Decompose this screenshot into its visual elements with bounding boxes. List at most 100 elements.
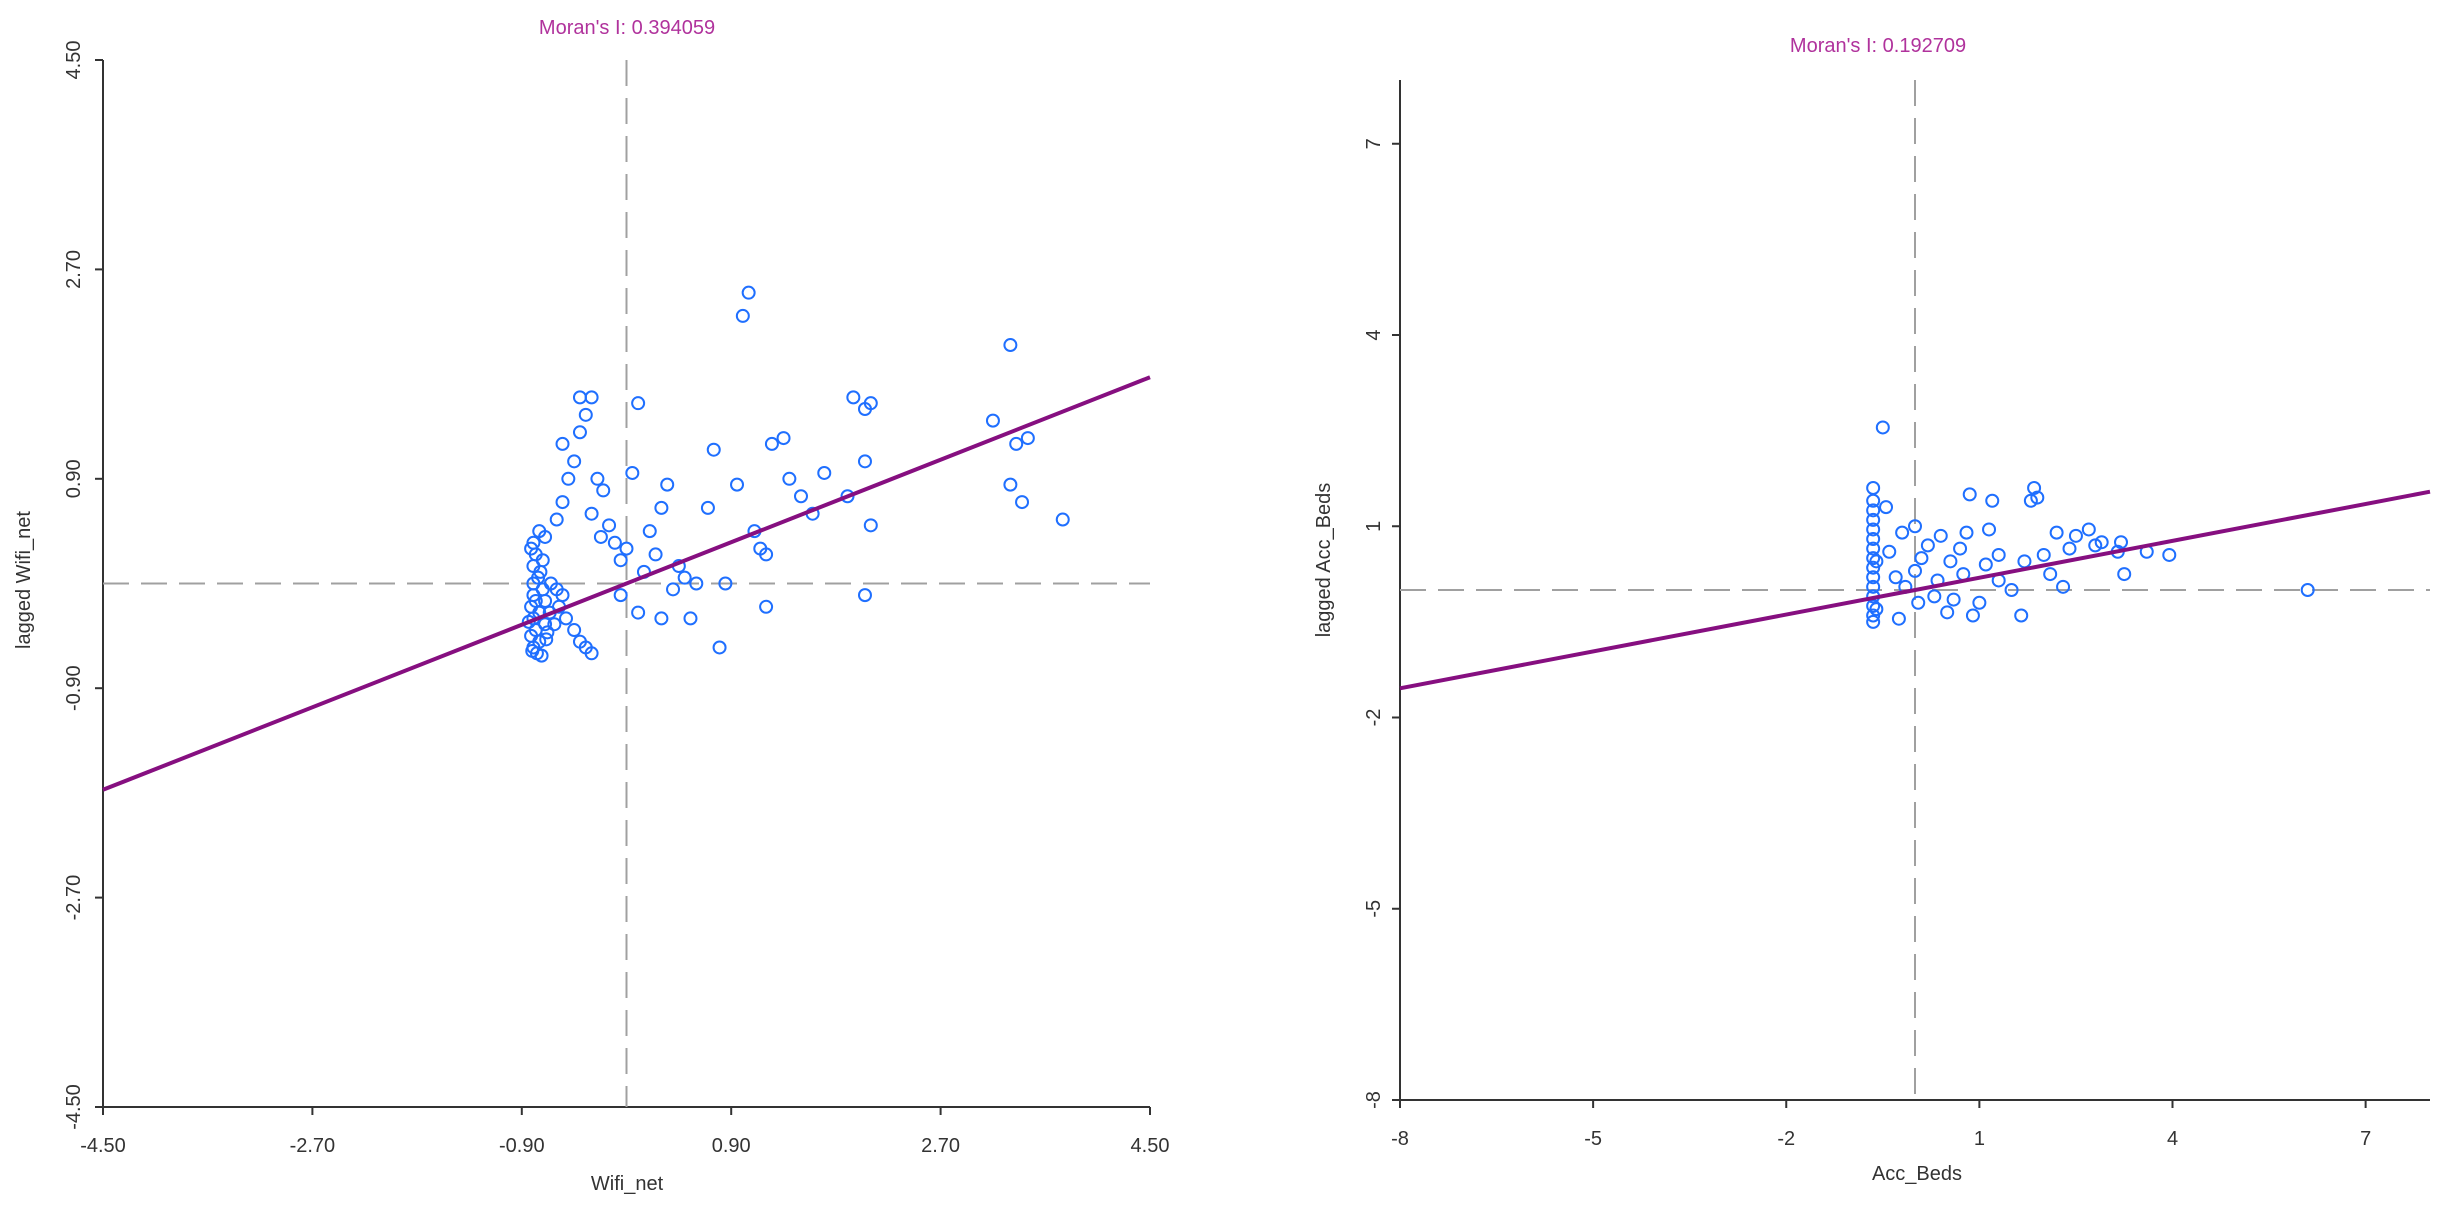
data-point xyxy=(555,495,570,510)
x-tick-label: 1 xyxy=(1974,1128,1985,1150)
data-point xyxy=(1866,503,1881,518)
data-point xyxy=(619,541,634,556)
data-point xyxy=(1978,557,1993,572)
x-axis-title: Wifi_net xyxy=(591,1173,664,1195)
data-point xyxy=(764,436,779,451)
y-ticks: -8 -5 -2 1 4 7 xyxy=(1363,138,1400,1109)
data-point xyxy=(2017,554,2032,569)
data-point xyxy=(567,623,582,638)
x-tick-label: -4.50 xyxy=(80,1135,126,1157)
x-tick-label: -0.90 xyxy=(499,1135,545,1157)
data-point xyxy=(2049,525,2064,540)
data-point xyxy=(1933,528,1948,543)
data-point xyxy=(642,524,657,539)
y-tick-label: 7 xyxy=(1363,138,1385,149)
data-point xyxy=(712,640,727,655)
data-point xyxy=(706,442,721,457)
data-point xyxy=(538,529,553,544)
data-point xyxy=(631,396,646,411)
y-tick-label: -2.70 xyxy=(63,875,85,921)
data-point xyxy=(759,547,774,562)
data-point xyxy=(1866,551,1881,566)
data-point xyxy=(782,471,797,486)
data-point xyxy=(584,390,599,405)
data-point xyxy=(543,576,558,591)
data-point xyxy=(1991,547,2006,562)
data-point xyxy=(2088,538,2103,553)
data-point xyxy=(1015,495,1030,510)
y-tick-label: -5 xyxy=(1363,900,1385,918)
data-point xyxy=(840,489,855,504)
data-point xyxy=(625,465,640,480)
data-point xyxy=(2023,493,2038,508)
data-point xyxy=(2056,579,2071,594)
y-axis-title: lagged Wifi_net xyxy=(13,511,35,649)
data-point xyxy=(1920,538,1935,553)
data-point xyxy=(776,431,791,446)
x-tick-label: 7 xyxy=(2360,1128,2371,1150)
data-point xyxy=(593,529,608,544)
data-points xyxy=(521,285,1070,663)
data-point xyxy=(718,576,733,591)
x-tick-label: 4.50 xyxy=(1131,1135,1170,1157)
data-point xyxy=(2068,528,2083,543)
data-point xyxy=(677,570,692,585)
y-tick-label: -4.50 xyxy=(63,1084,85,1130)
data-point xyxy=(567,454,582,469)
data-point xyxy=(1866,570,1881,585)
data-point xyxy=(759,599,774,614)
data-point xyxy=(857,454,872,469)
y-tick-label: 4.50 xyxy=(63,41,85,80)
data-point xyxy=(1965,608,1980,623)
data-point xyxy=(1866,493,1881,508)
data-point xyxy=(1943,554,1958,569)
data-point xyxy=(596,483,611,498)
data-point xyxy=(689,576,704,591)
data-point xyxy=(1946,592,1961,607)
y-tick-label: 2.70 xyxy=(63,250,85,289)
data-point xyxy=(1009,436,1024,451)
data-point xyxy=(1982,522,1997,537)
data-point xyxy=(1959,525,1974,540)
data-point xyxy=(660,477,675,492)
x-tick-label: -8 xyxy=(1391,1128,1409,1150)
chart-title: Moran's I: 0.394059 xyxy=(539,17,715,39)
data-point xyxy=(631,605,646,620)
data-point xyxy=(572,390,587,405)
data-point xyxy=(1908,519,1922,534)
moran-scatter-wifi-net: Moran's I: 0.394059 -4.50 -2.70 -0.90 0.90 2… xyxy=(13,17,1169,1195)
data-point xyxy=(1875,420,1890,435)
y-tick-label: -0.90 xyxy=(63,665,85,711)
data-point xyxy=(613,553,628,568)
data-point xyxy=(613,588,628,603)
data-point xyxy=(1866,541,1881,556)
data-point xyxy=(2094,535,2109,550)
data-point xyxy=(654,500,669,515)
data-point xyxy=(602,518,617,533)
y-tick-label: -2 xyxy=(1363,709,1385,727)
data-point xyxy=(857,588,872,603)
data-point xyxy=(1888,570,1903,585)
data-point xyxy=(730,477,745,492)
data-point xyxy=(607,535,622,550)
data-point xyxy=(540,625,555,640)
data-point xyxy=(525,643,540,658)
data-point xyxy=(559,611,574,626)
data-point xyxy=(863,518,878,533)
data-point xyxy=(666,582,681,597)
data-point xyxy=(1879,500,1894,515)
data-point xyxy=(1972,595,1987,610)
x-ticks: -8 -5 -2 1 4 7 xyxy=(1391,1100,2371,1150)
data-point xyxy=(863,396,878,411)
data-point xyxy=(1962,487,1977,502)
y-tick-label: 0.90 xyxy=(63,459,85,498)
y-tick-label: 1 xyxy=(1363,521,1385,532)
data-point xyxy=(590,471,605,486)
data-point xyxy=(985,413,1000,428)
data-point xyxy=(1055,512,1070,527)
data-point xyxy=(2117,567,2132,582)
x-tick-label: -5 xyxy=(1584,1128,1602,1150)
data-point xyxy=(578,407,593,422)
data-point xyxy=(846,390,861,405)
data-point xyxy=(538,593,553,608)
